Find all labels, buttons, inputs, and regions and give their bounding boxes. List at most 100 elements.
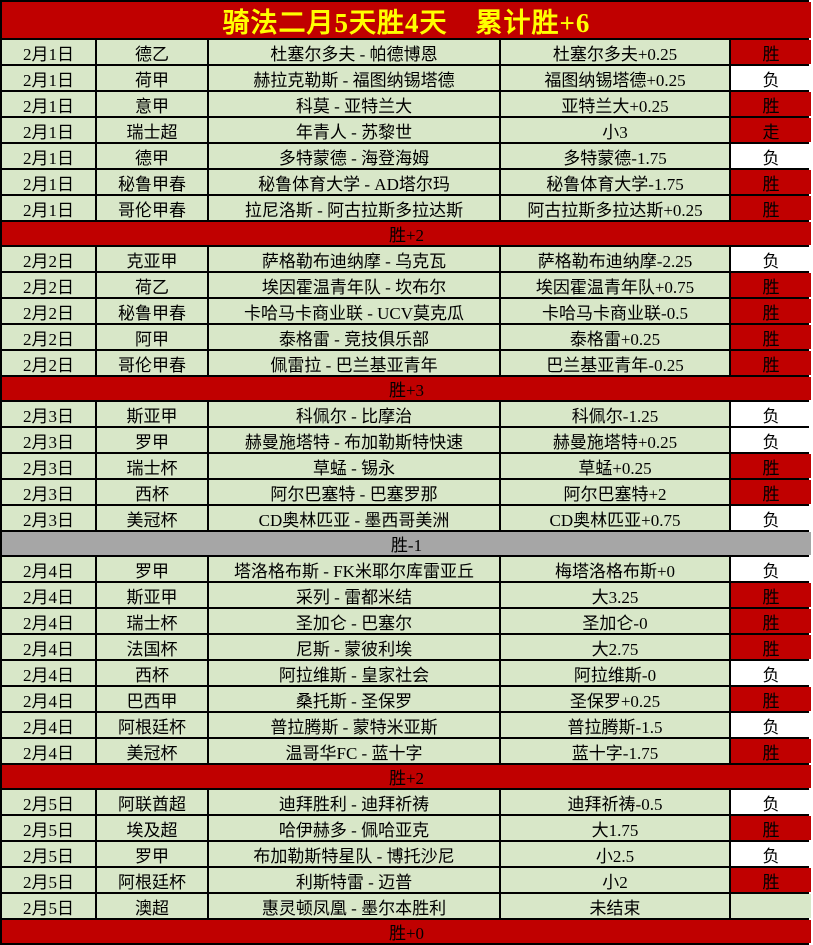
date-cell: 2月4日: [2, 713, 95, 737]
result-cell: 走: [731, 118, 811, 142]
match-cell: 采列 - 雷都米结: [209, 583, 499, 607]
date-cell: 2月4日: [2, 609, 95, 633]
result-cell: 胜: [731, 635, 811, 659]
handicap-cell: 阿尔巴塞特+2: [501, 480, 729, 504]
result-cell: 胜: [731, 583, 811, 607]
result-cell: 负: [731, 661, 811, 685]
league-cell: 瑞士杯: [97, 609, 207, 633]
date-cell: 2月5日: [2, 816, 95, 840]
date-cell: 2月2日: [2, 351, 95, 375]
handicap-cell: 巴兰基亚青年-0.25: [501, 351, 729, 375]
league-cell: 哥伦甲春: [97, 196, 207, 220]
league-cell: 阿甲: [97, 325, 207, 349]
match-cell: 年青人 - 苏黎世: [209, 118, 499, 142]
date-cell: 2月4日: [2, 661, 95, 685]
date-cell: 2月1日: [2, 196, 95, 220]
match-cell: 桑托斯 - 圣保罗: [209, 687, 499, 711]
date-cell: 2月1日: [2, 66, 95, 90]
section-summary: 胜-1: [2, 532, 811, 555]
handicap-cell: 亚特兰大+0.25: [501, 92, 729, 116]
date-cell: 2月1日: [2, 144, 95, 168]
date-cell: 2月4日: [2, 635, 95, 659]
result-cell: 胜: [731, 196, 811, 220]
result-cell: 负: [731, 790, 811, 814]
league-cell: 瑞士超: [97, 118, 207, 142]
date-cell: 2月5日: [2, 894, 95, 918]
handicap-cell: 阿拉维斯-0: [501, 661, 729, 685]
date-cell: 2月3日: [2, 402, 95, 426]
match-cell: 卡哈马卡商业联 - UCV莫克瓜: [209, 299, 499, 323]
league-cell: 阿根廷杯: [97, 713, 207, 737]
handicap-cell: 圣加仑-0: [501, 609, 729, 633]
match-cell: 杜塞尔多夫 - 帕德博恩: [209, 40, 499, 64]
match-cell: 尼斯 - 蒙彼利埃: [209, 635, 499, 659]
match-cell: 秘鲁体育大学 - AD塔尔玛: [209, 170, 499, 194]
result-cell: 胜: [731, 454, 811, 478]
handicap-cell: 小3: [501, 118, 729, 142]
handicap-cell: 小2: [501, 868, 729, 892]
date-cell: 2月2日: [2, 247, 95, 271]
date-cell: 2月3日: [2, 480, 95, 504]
result-cell: 胜: [731, 480, 811, 504]
table-title: 骑法二月5天胜4天 累计胜+6: [2, 2, 811, 38]
section-summary: 胜+3: [2, 377, 811, 400]
handicap-cell: 普拉腾斯-1.5: [501, 713, 729, 737]
league-cell: 罗甲: [97, 428, 207, 452]
match-cell: 温哥华FC - 蓝十字: [209, 739, 499, 763]
result-cell: 负: [731, 144, 811, 168]
handicap-cell: 草蜢+0.25: [501, 454, 729, 478]
league-cell: 罗甲: [97, 557, 207, 581]
match-cell: 阿拉维斯 - 皇家社会: [209, 661, 499, 685]
match-cell: 惠灵顿凤凰 - 墨尔本胜利: [209, 894, 499, 918]
section-summary: 胜+2: [2, 222, 811, 245]
handicap-cell: 小2.5: [501, 842, 729, 866]
date-cell: 2月1日: [2, 118, 95, 142]
match-cell: 哈伊赫多 - 佩哈亚克: [209, 816, 499, 840]
match-cell: 草蜢 - 锡永: [209, 454, 499, 478]
result-cell: 胜: [731, 299, 811, 323]
league-cell: 西杯: [97, 661, 207, 685]
result-cell: 负: [731, 842, 811, 866]
league-cell: 美冠杯: [97, 739, 207, 763]
match-cell: 埃因霍温青年队 - 坎布尔: [209, 273, 499, 297]
league-cell: 德甲: [97, 144, 207, 168]
result-cell: 胜: [731, 609, 811, 633]
date-cell: 2月4日: [2, 739, 95, 763]
match-cell: 佩雷拉 - 巴兰基亚青年: [209, 351, 499, 375]
match-cell: 阿尔巴塞特 - 巴塞罗那: [209, 480, 499, 504]
handicap-cell: 萨格勒布迪纳摩-2.25: [501, 247, 729, 271]
date-cell: 2月5日: [2, 842, 95, 866]
date-cell: 2月3日: [2, 506, 95, 530]
result-cell: 胜: [731, 816, 811, 840]
date-cell: 2月1日: [2, 40, 95, 64]
date-cell: 2月3日: [2, 454, 95, 478]
league-cell: 瑞士杯: [97, 454, 207, 478]
match-cell: 科莫 - 亚特兰大: [209, 92, 499, 116]
handicap-cell: 秘鲁体育大学-1.75: [501, 170, 729, 194]
handicap-cell: 科佩尔-1.25: [501, 402, 729, 426]
result-cell: 负: [731, 402, 811, 426]
match-cell: 圣加仑 - 巴塞尔: [209, 609, 499, 633]
league-cell: 埃及超: [97, 816, 207, 840]
league-cell: 荷乙: [97, 273, 207, 297]
league-cell: 西杯: [97, 480, 207, 504]
handicap-cell: 大3.25: [501, 583, 729, 607]
date-cell: 2月4日: [2, 687, 95, 711]
match-cell: 迪拜胜利 - 迪拜祈祷: [209, 790, 499, 814]
match-cell: 赫拉克勒斯 - 福图纳锡塔德: [209, 66, 499, 90]
date-cell: 2月2日: [2, 325, 95, 349]
match-cell: 利斯特雷 - 迈普: [209, 868, 499, 892]
date-cell: 2月4日: [2, 557, 95, 581]
result-cell: 胜: [731, 92, 811, 116]
league-cell: 克亚甲: [97, 247, 207, 271]
league-cell: 斯亚甲: [97, 583, 207, 607]
handicap-cell: 埃因霍温青年队+0.75: [501, 273, 729, 297]
match-cell: 多特蒙德 - 海登海姆: [209, 144, 499, 168]
league-cell: 罗甲: [97, 842, 207, 866]
date-cell: 2月4日: [2, 583, 95, 607]
result-cell: 胜: [731, 40, 811, 64]
date-cell: 2月1日: [2, 92, 95, 116]
result-cell: 负: [731, 713, 811, 737]
result-cell: 胜: [731, 687, 811, 711]
